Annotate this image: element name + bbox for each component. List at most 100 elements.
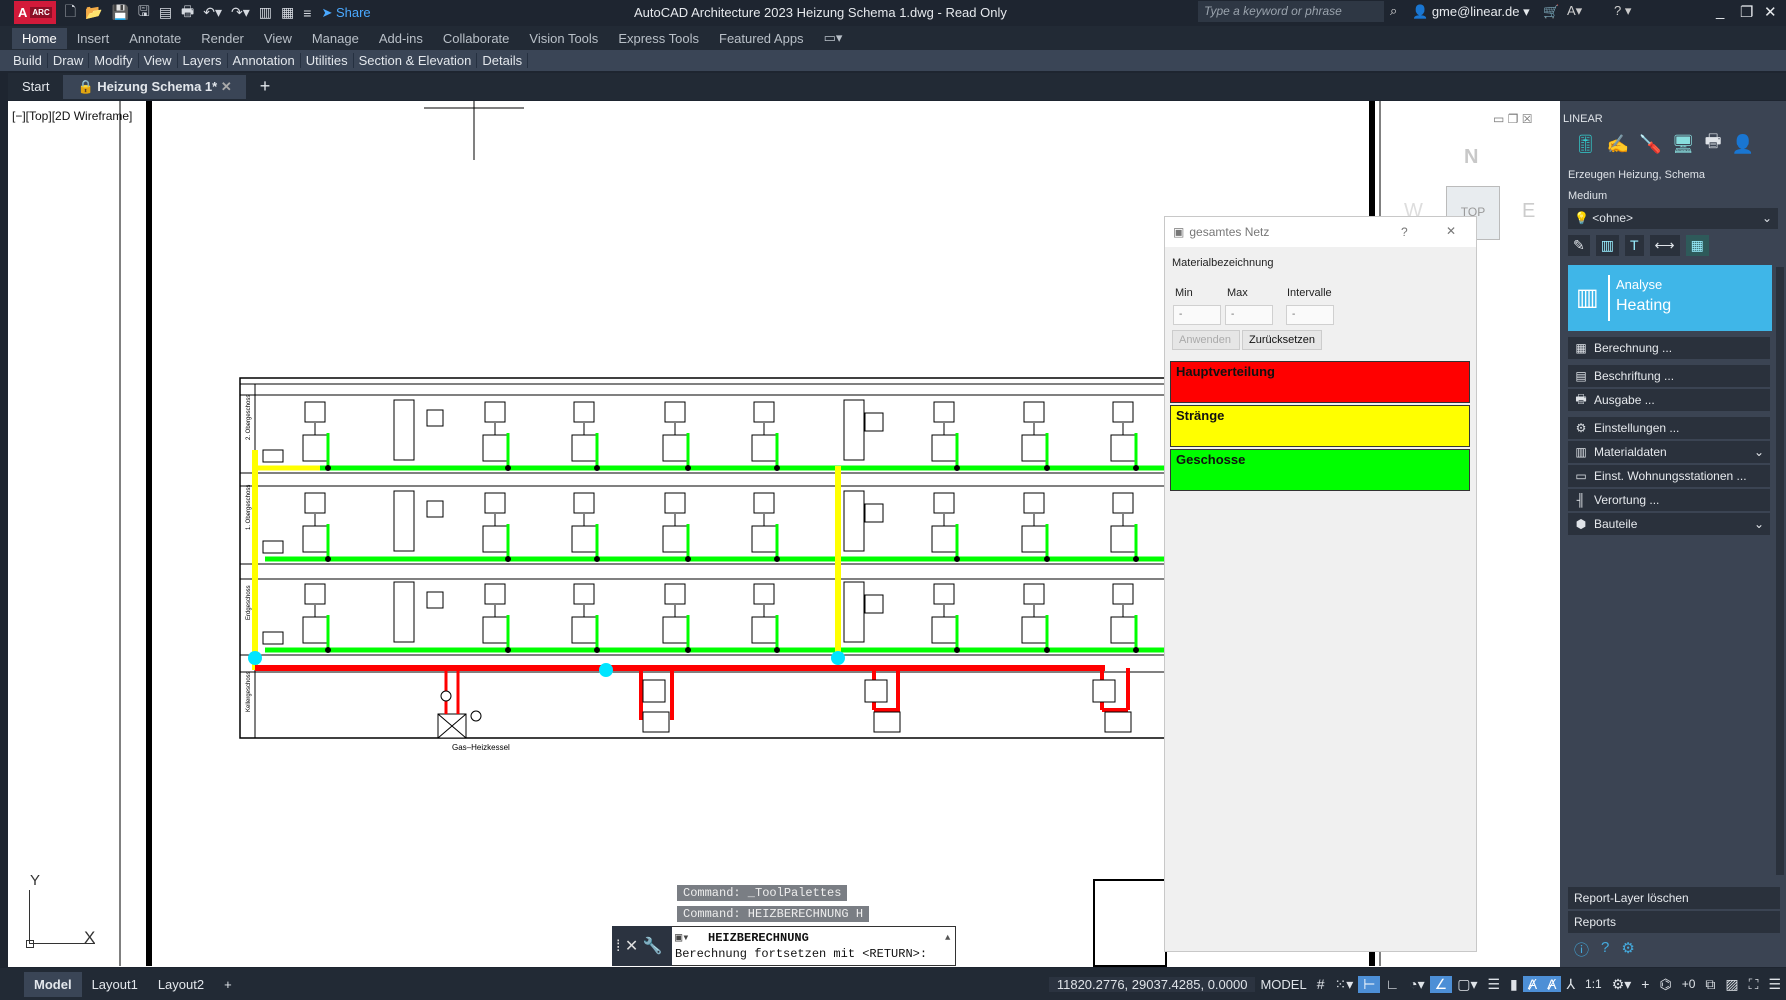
grid-icon[interactable]: # [1316, 976, 1325, 992]
help-icon[interactable]: ? [1601, 939, 1610, 956]
ribbon-toggle-icon[interactable]: ▭▾ [823, 30, 843, 45]
viewcube-north[interactable]: N [1464, 146, 1479, 168]
help-icon[interactable]: ? ▾ [1614, 3, 1632, 18]
help-button[interactable]: ? [1401, 225, 1408, 239]
analyse-heating-tile[interactable]: ▥ Analyse Heating [1568, 265, 1772, 331]
medium-select[interactable]: 💡 <ohne> ⌄ [1568, 208, 1778, 229]
panel-build[interactable]: Build [8, 53, 48, 68]
draw-pipe-icon[interactable]: ✎ [1568, 235, 1590, 256]
app-logo[interactable]: A ARC [14, 1, 56, 24]
viewport-controls-label[interactable]: [−][Top][2D Wireframe] [12, 109, 133, 123]
tab-vision-tools[interactable]: Vision Tools [529, 30, 599, 46]
plot-icon[interactable]: 🖶 [181, 2, 195, 19]
info-icon[interactable]: ⓘ [1574, 942, 1590, 959]
share-button[interactable]: ➤ Share [321, 4, 371, 20]
elevation-offset[interactable]: +0 [1681, 977, 1696, 991]
autodesk-icon[interactable]: A▾ [1567, 3, 1583, 18]
sliders-icon[interactable]: 🎚 [1574, 133, 1597, 154]
quick-properties-icon[interactable]: ▨ [1725, 975, 1739, 992]
tab-annotate[interactable]: Annotate [129, 30, 182, 46]
new-tab-button[interactable]: + [259, 76, 271, 96]
osnap-icon[interactable]: ▢▾ [1457, 975, 1478, 992]
lineweight-icon[interactable]: ☰ [1487, 975, 1501, 992]
scroll-up-icon[interactable]: ▲ [945, 933, 951, 943]
menu-berechnung[interactable]: ▦ Berechnung ... [1568, 337, 1770, 359]
menu-beschriftung[interactable]: ▤ Beschriftung ... [1568, 365, 1770, 387]
autoscale-icon[interactable]: Ⱥ [1542, 976, 1562, 992]
cart-icon[interactable]: 🛒 [1543, 4, 1560, 19]
palette-scrollbar[interactable] [1776, 267, 1784, 875]
customize-icon[interactable]: ≡ [303, 4, 312, 21]
pen-icon[interactable]: ✍ [1606, 133, 1630, 154]
snap-icon[interactable]: ⁙▾ [1334, 975, 1354, 992]
text-tool-icon[interactable]: T [1624, 235, 1644, 256]
band-straenge[interactable]: Stränge [1170, 405, 1470, 447]
transparency-icon[interactable]: ▮ [1510, 975, 1518, 992]
polar-icon[interactable]: ◔▾ [1409, 975, 1425, 992]
doc-tab-start[interactable]: Start [22, 79, 50, 94]
restore-button[interactable]: ❐ [1740, 4, 1754, 21]
scale-button[interactable]: 1:1 [1585, 977, 1602, 991]
wrench-icon[interactable]: 🔧 [642, 938, 663, 955]
minimize-button[interactable]: _ [1716, 3, 1725, 20]
redo-icon[interactable]: ↷▾ [231, 4, 250, 20]
panel-utilities[interactable]: Utilities [301, 53, 354, 68]
band-hauptverteilung[interactable]: Hauptverteilung [1170, 361, 1470, 403]
tab-collaborate[interactable]: Collaborate [442, 30, 510, 46]
menu-materialdaten[interactable]: ▥ Materialdaten ⌄ [1568, 441, 1770, 463]
viewport-window-controls[interactable]: ▭ ❐ ☒ [1493, 112, 1533, 126]
panel-draw[interactable]: Draw [48, 53, 90, 68]
band-geschosse[interactable]: Geschosse [1170, 449, 1470, 491]
command-history-icon[interactable]: ▣▾ [675, 931, 690, 945]
command-line-grip[interactable]: ⁞ ✕ 🔧 [612, 926, 672, 966]
tab-insert[interactable]: Insert [76, 30, 110, 46]
annotation-visibility-icon[interactable]: Ⱥ [1522, 976, 1543, 992]
model-space-button[interactable]: MODEL [1260, 976, 1307, 992]
tab-view[interactable]: View [263, 30, 292, 46]
panel-details[interactable]: Details [477, 53, 529, 68]
dialog-titlebar[interactable]: ▣ gesamtes Netz ? ✕ [1165, 217, 1476, 247]
elevation-icon[interactable]: ⌬ [1659, 975, 1672, 992]
close-button[interactable]: ✕ [1764, 4, 1777, 21]
person-icon[interactable]: 👤 [1731, 133, 1754, 154]
isolate-icon[interactable]: ⧉ [1705, 975, 1716, 992]
panel-section-elevation[interactable]: Section & Elevation [354, 53, 478, 68]
tab-express-tools[interactable]: Express Tools [618, 30, 699, 46]
save-icon[interactable]: 💾 [111, 4, 129, 20]
dimension-tool-icon[interactable]: ⟷ [1649, 235, 1680, 256]
screwdriver-icon[interactable]: 🪛 [1639, 133, 1662, 154]
menu-reports[interactable]: Reports [1568, 911, 1780, 933]
save-as-icon[interactable]: 🖫 [137, 2, 150, 19]
tab-manage[interactable]: Manage [311, 30, 359, 46]
close-tab-icon[interactable]: ✕ [220, 78, 232, 94]
customize-icon[interactable]: ☰ [1768, 975, 1781, 992]
isodraft-icon[interactable]: ∠ [1429, 975, 1453, 993]
panel-annotation[interactable]: Annotation [228, 53, 301, 68]
command-prompt[interactable]: Berechnung fortsetzen mit <RETURN>: [675, 947, 928, 961]
search-icon[interactable]: ⌕ [1390, 3, 1398, 18]
printer-icon[interactable]: 🖶 [1704, 131, 1722, 151]
apply-button[interactable]: Anwenden [1172, 330, 1240, 350]
panel-modify[interactable]: Modify [89, 53, 139, 68]
search-input[interactable]: Type a keyword or phrase [1198, 1, 1384, 22]
min-input[interactable]: - [1173, 305, 1221, 325]
monitor-icon[interactable]: 🖥 [1671, 133, 1695, 154]
settings-icon[interactable]: ⚙ [1621, 940, 1635, 957]
publish-icon[interactable]: ▤ [158, 4, 173, 20]
add-layout-button[interactable]: + [224, 976, 232, 992]
menu-report-layer-loeschen[interactable]: Report-Layer löschen [1568, 887, 1780, 909]
tab-featured-apps[interactable]: Featured Apps [719, 30, 804, 46]
tab-model[interactable]: Model [24, 971, 82, 997]
menu-ausgabe[interactable]: 🖶 Ausgabe ... [1568, 389, 1770, 411]
fullscreen-icon[interactable]: ⛶ [1748, 975, 1759, 992]
workspace-icon[interactable]: ▥ [258, 4, 273, 20]
radiator-tool-icon[interactable]: ▥ [1595, 235, 1619, 256]
menu-bauteile[interactable]: ⬢ Bauteile ⌄ [1568, 513, 1770, 535]
menu-verortung[interactable]: ╢ Verortung ... [1568, 489, 1770, 511]
reset-button[interactable]: Zurücksetzen [1242, 330, 1322, 350]
max-input[interactable]: - [1225, 305, 1273, 325]
user-menu[interactable]: 👤 gme@linear.de ▾ [1412, 4, 1530, 19]
calculator-tool-icon[interactable]: ▦ [1685, 235, 1709, 256]
open-icon[interactable]: 📂 [85, 4, 103, 20]
new-icon[interactable]: 🗋 [64, 2, 76, 19]
